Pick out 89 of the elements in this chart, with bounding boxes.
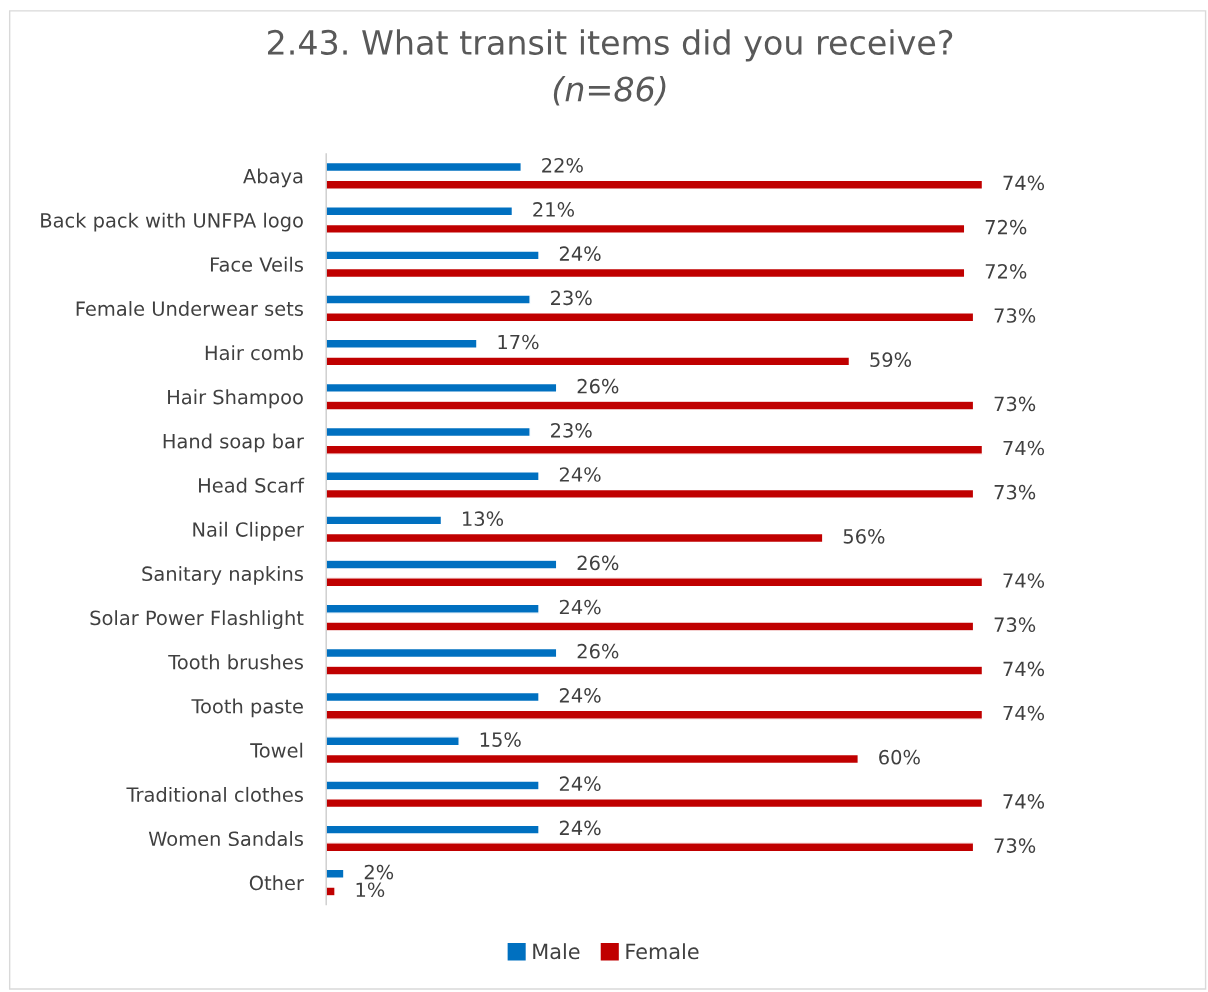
legend-label: Male bbox=[533, 943, 580, 960]
bar bbox=[326, 338, 478, 349]
bar bbox=[326, 356, 851, 367]
bar bbox=[326, 824, 540, 835]
y-tick-label: Sanitary napkins bbox=[142, 566, 303, 585]
y-tick-label: Towel bbox=[250, 742, 303, 758]
y-tick-label: Tooth paste bbox=[191, 698, 303, 718]
y-tick-label: Face Veils bbox=[210, 256, 303, 272]
bar bbox=[326, 179, 984, 190]
data-label: 23% bbox=[551, 290, 592, 306]
y-tick-label: Other bbox=[249, 875, 304, 891]
data-label: 73% bbox=[994, 484, 1036, 500]
data-label: 74% bbox=[1003, 705, 1045, 721]
data-label: 73% bbox=[994, 617, 1036, 633]
bar bbox=[326, 886, 336, 897]
bar bbox=[326, 444, 984, 455]
y-tick-label: Nail Clipper bbox=[193, 521, 304, 541]
data-label: 72% bbox=[985, 219, 1027, 235]
data-label: 2% bbox=[364, 864, 394, 880]
chart-title: 2.43. What transit items did you receive? bbox=[268, 29, 953, 62]
y-tick-label: Tooth brushes bbox=[168, 654, 303, 670]
data-label: 74% bbox=[1003, 440, 1045, 456]
data-label: 21% bbox=[533, 202, 574, 217]
data-label: 23% bbox=[551, 422, 592, 438]
bar bbox=[326, 577, 984, 588]
bar bbox=[326, 753, 860, 765]
y-tick-label: Back pack with UNFPA logo bbox=[41, 212, 303, 232]
data-label: 17% bbox=[498, 334, 539, 350]
data-label: 15% bbox=[480, 732, 521, 747]
data-label: 73% bbox=[994, 838, 1036, 853]
data-label: 24% bbox=[559, 467, 601, 482]
bar bbox=[326, 797, 984, 809]
bar bbox=[326, 426, 531, 438]
bar bbox=[326, 709, 984, 720]
data-label: 59% bbox=[870, 352, 912, 368]
data-label: 26% bbox=[577, 555, 619, 571]
bar bbox=[326, 161, 522, 173]
data-label: 26% bbox=[577, 643, 619, 659]
y-tick-label: Hair comb bbox=[205, 345, 303, 361]
y-tick-label: Hair Shampoo bbox=[168, 389, 303, 409]
data-label: 24% bbox=[559, 820, 601, 836]
data-label: 74% bbox=[1003, 794, 1045, 809]
legend-label: Female bbox=[626, 943, 699, 960]
data-label: 56% bbox=[843, 529, 885, 544]
data-label: 26% bbox=[577, 378, 619, 394]
y-tick-label: Head Scarf bbox=[199, 477, 305, 493]
data-label: 72% bbox=[985, 263, 1027, 279]
y-tick-label: Hand soap bar bbox=[163, 433, 304, 453]
bar bbox=[326, 250, 540, 261]
data-label: 22% bbox=[542, 157, 583, 173]
bar bbox=[326, 515, 443, 526]
data-label: 60% bbox=[879, 749, 920, 765]
bar bbox=[326, 842, 975, 853]
bar bbox=[326, 294, 531, 305]
data-label: 1% bbox=[356, 882, 385, 898]
y-tick-label: Female Underwear sets bbox=[76, 300, 303, 317]
bar bbox=[326, 665, 984, 676]
bar bbox=[326, 691, 540, 703]
bar bbox=[326, 267, 966, 279]
bar bbox=[326, 206, 514, 217]
bar bbox=[326, 603, 540, 614]
data-label: 24% bbox=[559, 599, 601, 615]
bar bbox=[326, 471, 540, 482]
data-label: 74% bbox=[1003, 661, 1045, 677]
data-label: 24% bbox=[559, 246, 601, 261]
y-tick-label: Women Sandals bbox=[148, 831, 303, 847]
data-label: 74% bbox=[1003, 175, 1045, 191]
bar bbox=[326, 532, 824, 544]
bar bbox=[326, 400, 975, 411]
data-label: 74% bbox=[1003, 573, 1045, 588]
bar bbox=[326, 312, 975, 323]
data-label: 73% bbox=[994, 396, 1036, 412]
bar bbox=[326, 382, 558, 393]
bar bbox=[326, 559, 558, 570]
data-label: 24% bbox=[559, 776, 601, 792]
bar bbox=[326, 780, 540, 791]
data-label: 13% bbox=[463, 511, 504, 527]
bar bbox=[326, 223, 966, 234]
y-tick-label: Abaya bbox=[243, 168, 303, 188]
bar bbox=[326, 647, 558, 659]
bar bbox=[326, 736, 460, 747]
y-tick-label: Traditional clothes bbox=[126, 786, 303, 802]
bar bbox=[326, 621, 975, 632]
bar bbox=[326, 488, 975, 500]
bar bbox=[326, 868, 345, 879]
data-label: 73% bbox=[994, 308, 1036, 323]
y-tick-label: Solar Power Flashlight bbox=[90, 610, 304, 630]
data-label: 24% bbox=[559, 688, 601, 703]
chart-subtitle: (n=86) bbox=[553, 75, 666, 106]
